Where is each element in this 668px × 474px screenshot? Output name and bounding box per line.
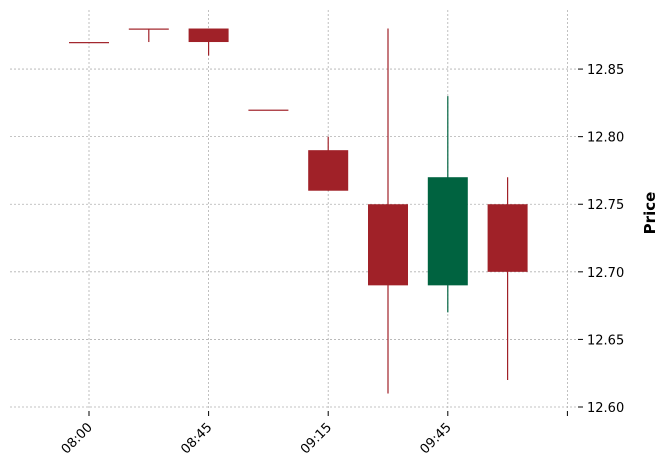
x-tick-label: 08:45 xyxy=(178,420,215,457)
candle-body-down xyxy=(487,204,528,272)
y-tick-label: 12.65 xyxy=(587,333,624,348)
x-tick-label: 08:00 xyxy=(59,420,96,457)
candle-layer xyxy=(69,28,528,394)
y-tick-label: 12.70 xyxy=(587,266,624,281)
y-axis: 12.60 12.65 12.70 12.75 12.80 12.85 xyxy=(578,63,624,416)
candle-body-up xyxy=(427,177,468,286)
y-tick-label: 12.75 xyxy=(587,198,624,213)
candle-body-down xyxy=(69,42,109,44)
y-tick-label: 12.85 xyxy=(587,63,624,78)
x-axis: 08:00 08:45 09:15 09:45 xyxy=(59,411,568,457)
y-tick-label: 12.60 xyxy=(587,401,624,416)
candle-body-down xyxy=(188,28,229,43)
x-tick-label: 09:45 xyxy=(418,420,455,457)
candle-body-down xyxy=(248,109,289,111)
candle-body-down xyxy=(368,204,408,286)
candle-body-down xyxy=(128,28,169,30)
y-axis-title: Price xyxy=(641,192,659,235)
x-tick-label: 09:15 xyxy=(298,420,335,457)
candle-body-down xyxy=(308,150,349,191)
y-tick-label: 12.80 xyxy=(587,131,624,146)
